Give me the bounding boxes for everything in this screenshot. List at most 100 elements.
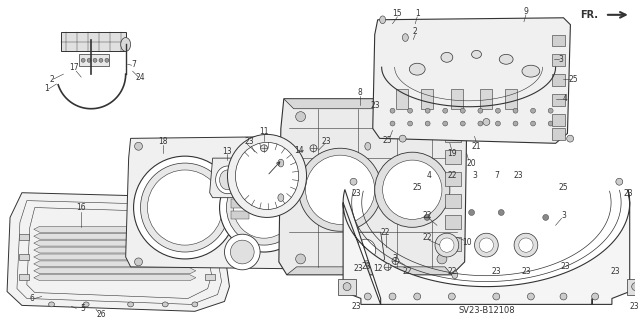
Ellipse shape — [499, 54, 513, 64]
Text: 25: 25 — [568, 75, 578, 84]
Bar — [396, 89, 408, 109]
Ellipse shape — [305, 155, 375, 224]
Ellipse shape — [531, 108, 536, 113]
Text: 4: 4 — [427, 171, 431, 181]
Ellipse shape — [375, 152, 450, 227]
Text: 17: 17 — [70, 63, 79, 72]
Bar — [552, 74, 566, 86]
Bar — [445, 237, 461, 251]
Ellipse shape — [310, 145, 317, 152]
Ellipse shape — [380, 16, 385, 24]
Text: 7: 7 — [494, 171, 499, 181]
Polygon shape — [34, 247, 196, 253]
Ellipse shape — [472, 50, 481, 58]
Polygon shape — [34, 226, 196, 232]
Bar — [205, 254, 214, 260]
Text: 23: 23 — [351, 189, 361, 198]
Ellipse shape — [230, 240, 254, 264]
Ellipse shape — [216, 166, 239, 194]
Ellipse shape — [134, 156, 236, 259]
Polygon shape — [34, 240, 196, 246]
Ellipse shape — [364, 293, 371, 300]
Polygon shape — [34, 268, 196, 274]
Bar — [445, 172, 461, 186]
Bar — [19, 254, 29, 260]
Text: 22: 22 — [447, 267, 456, 276]
Ellipse shape — [408, 121, 413, 126]
Text: 23: 23 — [361, 262, 371, 271]
Polygon shape — [287, 267, 452, 275]
Text: 11: 11 — [259, 127, 269, 136]
Polygon shape — [34, 254, 196, 260]
Polygon shape — [372, 18, 570, 143]
Text: 23: 23 — [353, 264, 363, 273]
Ellipse shape — [460, 121, 465, 126]
Text: 23: 23 — [244, 137, 254, 146]
Ellipse shape — [499, 210, 504, 215]
Text: 12: 12 — [373, 264, 383, 273]
Text: 19: 19 — [447, 149, 456, 158]
Text: 3: 3 — [472, 171, 477, 181]
Ellipse shape — [531, 121, 536, 126]
Ellipse shape — [425, 108, 430, 113]
Bar — [232, 187, 249, 196]
Ellipse shape — [495, 121, 500, 126]
Ellipse shape — [452, 271, 458, 278]
Text: 22: 22 — [447, 171, 456, 181]
Ellipse shape — [543, 214, 548, 220]
Ellipse shape — [616, 178, 623, 185]
Ellipse shape — [134, 142, 143, 150]
Ellipse shape — [356, 239, 376, 261]
Bar — [19, 274, 29, 280]
Text: 22: 22 — [422, 211, 432, 220]
Text: 23: 23 — [351, 302, 361, 311]
Ellipse shape — [350, 178, 357, 185]
Bar — [445, 150, 461, 164]
Ellipse shape — [220, 170, 236, 190]
Bar — [19, 234, 29, 240]
Ellipse shape — [392, 257, 399, 264]
Text: 25: 25 — [559, 183, 568, 192]
Ellipse shape — [493, 293, 500, 300]
Polygon shape — [125, 137, 308, 269]
Ellipse shape — [121, 38, 131, 51]
Bar — [205, 274, 214, 280]
Ellipse shape — [425, 121, 430, 126]
Ellipse shape — [87, 58, 91, 62]
Ellipse shape — [83, 302, 89, 307]
Text: 23: 23 — [321, 137, 331, 146]
Ellipse shape — [389, 293, 396, 300]
Polygon shape — [34, 233, 196, 239]
Text: 16: 16 — [76, 203, 86, 212]
Ellipse shape — [414, 293, 420, 300]
Text: 13: 13 — [223, 147, 232, 156]
Text: 10: 10 — [462, 238, 472, 247]
Ellipse shape — [163, 302, 168, 307]
Bar — [552, 34, 566, 47]
Ellipse shape — [236, 142, 299, 210]
Ellipse shape — [93, 58, 97, 62]
Text: 14: 14 — [294, 146, 303, 155]
Ellipse shape — [527, 293, 534, 300]
Bar — [552, 94, 566, 106]
Polygon shape — [34, 275, 196, 281]
Ellipse shape — [99, 58, 103, 62]
Ellipse shape — [225, 234, 260, 270]
Ellipse shape — [474, 233, 499, 257]
Bar — [445, 194, 461, 208]
Polygon shape — [210, 158, 246, 198]
Bar — [232, 211, 249, 219]
Ellipse shape — [192, 302, 198, 307]
Ellipse shape — [424, 214, 430, 220]
Bar — [552, 129, 566, 140]
Text: 23: 23 — [561, 262, 570, 271]
Ellipse shape — [449, 293, 455, 300]
Text: 15: 15 — [393, 9, 403, 18]
Ellipse shape — [260, 145, 268, 152]
Text: 5: 5 — [81, 304, 86, 313]
Ellipse shape — [408, 108, 413, 113]
Ellipse shape — [519, 238, 533, 252]
Ellipse shape — [483, 118, 490, 125]
Text: 25: 25 — [412, 183, 422, 192]
Bar — [232, 163, 249, 172]
